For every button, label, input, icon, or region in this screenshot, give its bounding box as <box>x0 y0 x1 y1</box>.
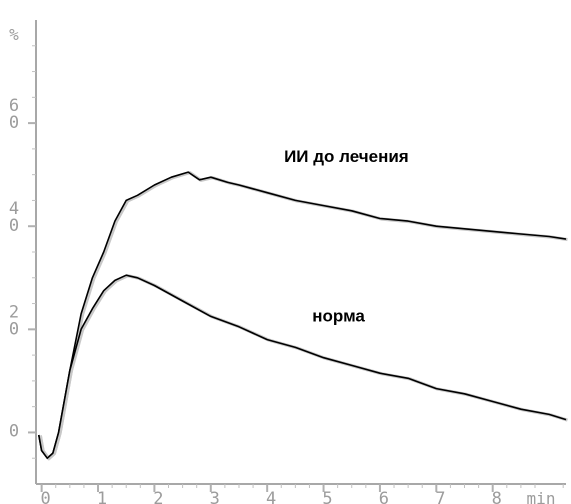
y-axis-label: % <box>9 25 19 44</box>
x-tick-label: 2 <box>153 489 163 504</box>
x-tick-label: 4 <box>266 489 276 504</box>
series-shadow-0 <box>38 171 568 461</box>
x-tick-label: 8 <box>492 489 502 504</box>
x-tick-label: 6 <box>379 489 389 504</box>
labels-layer: 0 1 2 3 4 5 6 7 8 0 2 0 4 0 6 0% min ИИ до лечения норма <box>9 25 556 504</box>
x-axis-label: min <box>527 489 556 504</box>
x-tick-label: 3 <box>210 489 220 504</box>
series-layer <box>38 171 568 461</box>
x-tick-label: 0 <box>41 489 51 504</box>
axes <box>28 20 566 492</box>
series-line-1 <box>38 274 567 459</box>
y-tick-label: 0 <box>9 421 19 441</box>
series-annotation-1: норма <box>312 307 365 326</box>
series-annotation-0: ИИ до лечения <box>284 147 409 166</box>
x-tick-label: 1 <box>97 489 107 504</box>
x-tick-label: 7 <box>435 489 445 504</box>
series-shadow-1 <box>38 274 568 461</box>
series-line-0 <box>38 171 567 459</box>
x-tick-label: 5 <box>322 489 332 504</box>
